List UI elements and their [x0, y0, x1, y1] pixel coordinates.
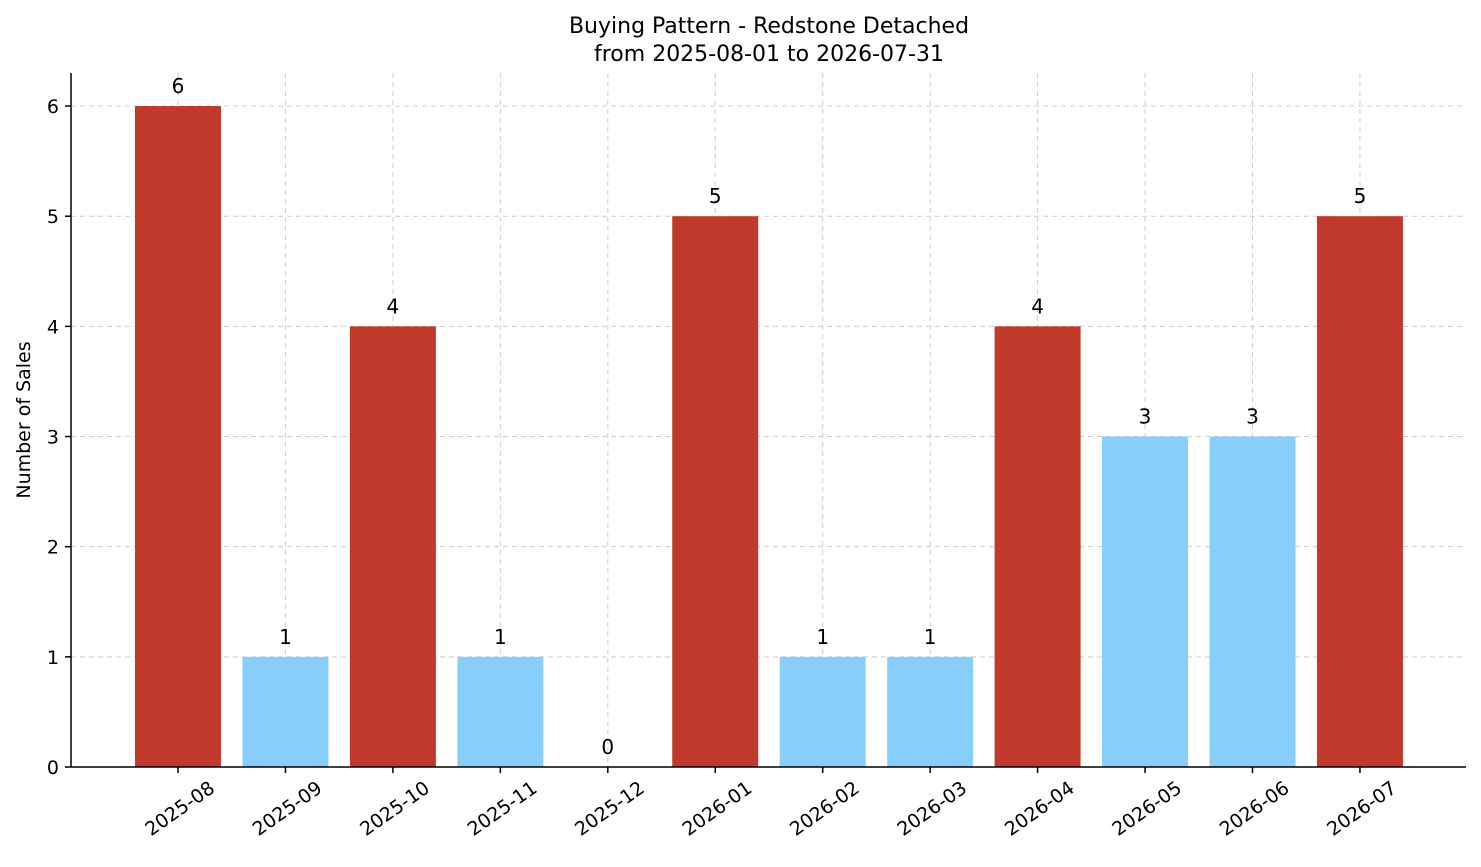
x-tick-label: 2026-05: [1108, 777, 1186, 841]
x-tick-label: 2025-12: [571, 777, 649, 841]
bar-2026-04: [994, 326, 1081, 767]
x-tick-label: 2026-04: [1001, 777, 1079, 841]
y-tick-label: 4: [47, 316, 59, 338]
y-tick-label: 5: [47, 206, 59, 228]
y-tick-label: 3: [47, 427, 59, 449]
bar-value-label: 6: [172, 74, 185, 98]
y-tick-label: 2: [47, 537, 59, 559]
bar-2025-09: [242, 656, 329, 767]
bars: [135, 106, 1403, 768]
x-tick-label: 2025-09: [249, 777, 327, 841]
bar-value-label: 1: [816, 625, 829, 649]
bar-2026-06: [1209, 436, 1296, 767]
y-tick-label: 0: [47, 757, 59, 779]
bar-value-label: 4: [387, 294, 400, 318]
bar-2025-08: [135, 106, 221, 768]
bar-labels: 6 1 4 1 0 5 1 1 4 3 3 5: [172, 74, 1367, 759]
x-tick-label: 2025-08: [141, 777, 219, 841]
bar-2026-07: [1316, 216, 1403, 767]
bar-value-label: 0: [601, 735, 614, 759]
x-tick-label: 2026-06: [1216, 777, 1294, 841]
bar-value-label: 1: [279, 625, 292, 649]
x-tick-label: 2025-10: [356, 777, 434, 841]
bar-value-label: 5: [709, 184, 722, 208]
x-tick-label: 2026-01: [678, 777, 756, 841]
bar-2025-11: [457, 656, 544, 767]
bar-2026-01: [672, 216, 759, 767]
bar-value-label: 4: [1031, 294, 1044, 318]
x-tick-label: 2025-11: [464, 777, 542, 841]
bar-2026-02: [779, 656, 866, 767]
bar-value-label: 3: [1139, 405, 1152, 429]
bar-2026-03: [887, 656, 974, 767]
x-tick-label: 2026-03: [893, 777, 971, 841]
bar-2025-10: [349, 326, 436, 767]
y-axis-label: Number of Sales: [13, 341, 35, 498]
bar-value-label: 5: [1354, 184, 1367, 208]
y-tick-label: 6: [47, 96, 59, 118]
x-tick-label: 2026-02: [786, 777, 864, 841]
chart-subtitle: from 2025-08-01 to 2026-07-31: [594, 42, 944, 67]
bar-value-label: 3: [1246, 405, 1259, 429]
bar-value-label: 1: [494, 625, 507, 649]
bar-2026-05: [1102, 436, 1189, 767]
bar-value-label: 1: [924, 625, 937, 649]
y-tick-label: 1: [47, 647, 59, 669]
x-tick-label: 2026-07: [1323, 777, 1401, 841]
chart-title: Buying Pattern - Redstone Detached: [569, 14, 969, 39]
